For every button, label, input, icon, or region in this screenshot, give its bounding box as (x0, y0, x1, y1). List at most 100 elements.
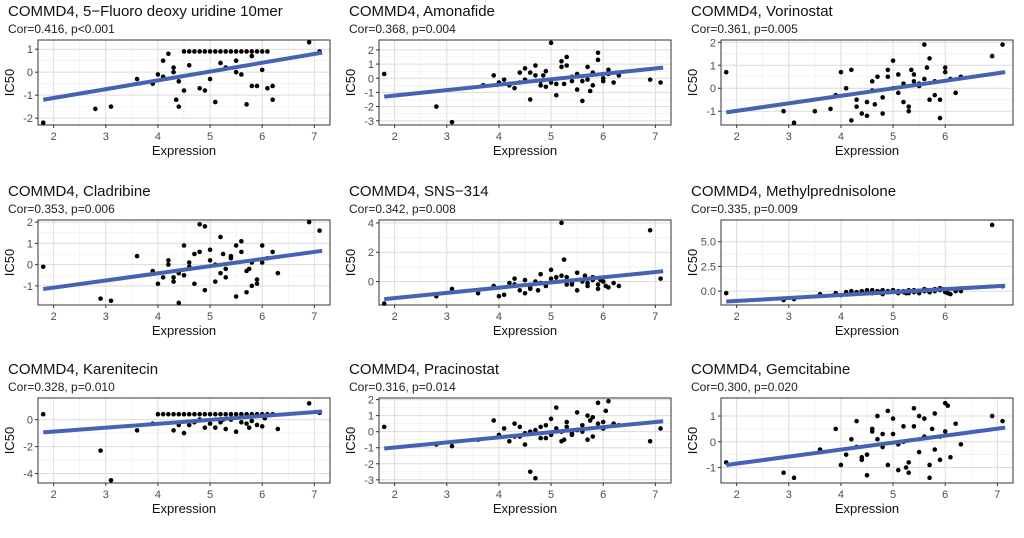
y-axis-label: IC50 (343, 69, 358, 96)
scatter-point (108, 104, 114, 109)
y-tick-label: -2 (364, 459, 374, 471)
scatter-point (922, 42, 927, 47)
scatter-point (134, 428, 140, 433)
scatter-point (507, 439, 512, 444)
scatter-point (906, 470, 912, 475)
scatter-point (254, 83, 260, 89)
scatter-point (595, 286, 601, 292)
scatter-point (259, 424, 265, 429)
scatter-point (828, 106, 833, 112)
scatter-point (265, 49, 270, 54)
scatter-point (249, 53, 255, 59)
regression-line (726, 283, 1006, 304)
x-tick-label: 7 (652, 131, 658, 143)
scatter-point (890, 431, 896, 437)
panel-title: COMMD4, Gemcitabine (691, 361, 850, 378)
scatter-point (218, 49, 223, 54)
scatter-point (212, 425, 218, 430)
scatter-point (275, 270, 281, 276)
x-tick-label: 4 (838, 489, 844, 501)
scatter-point (202, 49, 208, 54)
scatter-point (270, 249, 275, 255)
scatter-point (233, 58, 239, 63)
scatter-point (590, 83, 596, 88)
scatter-point (501, 77, 507, 82)
scatter-point (166, 258, 171, 263)
scatter-point (574, 270, 580, 276)
scatter-point (890, 58, 896, 63)
scatter-point (937, 115, 943, 121)
x-tick-label: 2 (734, 311, 740, 323)
scatter-point (812, 108, 818, 114)
scatter-point (249, 83, 255, 89)
x-tick-label: 3 (103, 489, 109, 501)
y-tick-label: -4 (23, 469, 33, 481)
scatter-point (270, 83, 275, 89)
scatter-point (218, 270, 223, 276)
scatter-point (192, 411, 197, 417)
scatter-point (527, 469, 533, 475)
scatter-point (223, 275, 229, 280)
y-axis-label: IC50 (343, 427, 358, 454)
scatter-point (869, 79, 875, 84)
scatter-point (658, 426, 663, 431)
scatter-point (181, 243, 187, 248)
y-tick-label: 2 (27, 217, 33, 229)
scatter-point (275, 426, 281, 432)
scatter-point (218, 234, 223, 240)
scatter-point (306, 39, 312, 45)
scatter-point (932, 447, 938, 452)
x-tick-label: 6 (942, 311, 948, 323)
x-axis-label: Expression (493, 501, 557, 516)
scatter-point (176, 104, 182, 109)
scatter-point (585, 413, 590, 418)
scatter-point (885, 408, 891, 414)
scatter-point (449, 443, 455, 449)
scatter-point (559, 273, 564, 278)
scatter-point (901, 424, 906, 429)
y-tick-label: 0 (368, 427, 374, 439)
scatter-point (381, 71, 387, 77)
scatter-point (176, 411, 182, 417)
scatter-point (160, 58, 166, 63)
x-axis-label: Expression (152, 143, 216, 158)
panel-subtitle: Cor=0.353, p=0.006 (8, 202, 115, 216)
scatter-point (953, 90, 958, 96)
scatter-point (239, 419, 244, 425)
scatter-point (548, 40, 554, 46)
scatter-point (885, 74, 891, 80)
panel-title: COMMD4, Karenitecin (8, 361, 158, 378)
scatter-point (98, 448, 103, 453)
y-axis-label: IC50 (685, 249, 700, 276)
scatter-point (553, 274, 559, 280)
scatter-point (553, 92, 559, 98)
scatter-point (901, 99, 906, 105)
scatter-point (864, 452, 870, 457)
scatter-point (522, 442, 528, 447)
y-tick-label: 0 (710, 83, 716, 95)
scatter-point (603, 408, 609, 414)
x-tick-label: 5 (890, 131, 896, 143)
scatter-point (647, 77, 653, 82)
y-tick-label: -1 (364, 87, 374, 99)
scatter-point (611, 280, 616, 286)
scatter-point (306, 401, 312, 406)
scatter-point (595, 50, 601, 56)
scatter-point (864, 113, 870, 119)
scatter-point (937, 97, 943, 103)
scatter-point (595, 57, 601, 63)
panel-subtitle: Cor=0.328, p=0.010 (8, 380, 115, 394)
scatter-point (553, 405, 559, 410)
scatter-point (932, 411, 938, 416)
scatter-point (207, 49, 213, 54)
panel-subtitle: Cor=0.335, p=0.009 (691, 202, 798, 216)
y-tick-label: 2 (368, 395, 374, 407)
scatter-point (854, 104, 859, 109)
scatter-point (561, 437, 567, 442)
scatter-point (522, 66, 528, 71)
scatter-point (548, 416, 554, 422)
scatter-point (254, 49, 260, 54)
